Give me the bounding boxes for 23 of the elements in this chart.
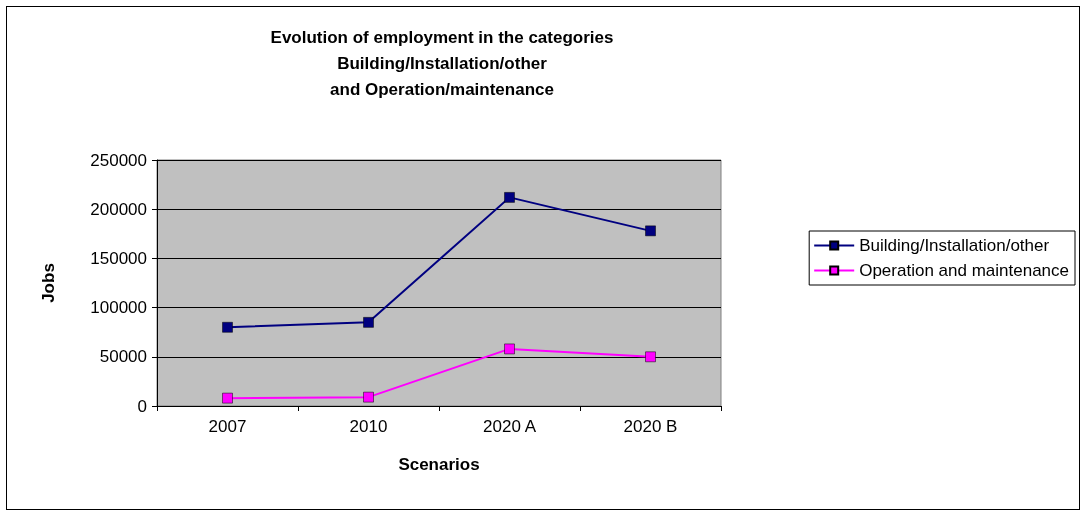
legend-label: Building/Installation/other [859,236,1050,255]
legend-label: Operation and maintenance [859,261,1069,280]
chart-title: Evolution of employment in the categories Building/Installation/other and Operation/maintenance [270,27,614,99]
point [504,343,515,355]
y-tick-label: 250000 [90,150,147,170]
point [222,392,233,404]
x-tick-label: 2010 [349,417,388,436]
point [504,192,515,203]
x-tick-label: 2007 [208,417,247,436]
y-tick-label: 200000 [90,199,147,219]
y-tick-label: 50000 [99,347,147,367]
point [222,322,233,333]
y-tick-label: 100000 [90,298,147,318]
point [645,351,656,363]
y-tick-label: 150000 [90,248,147,268]
x-axis-title: Scenarios [398,455,480,474]
y-tick-label: 0 [137,396,147,416]
x-tick-label: 2020 A [483,417,537,436]
point [363,317,374,328]
point [645,225,656,237]
x-tick-label: 2020 B [623,417,678,436]
y-axis-title: Jobs [39,263,58,303]
point [363,391,374,403]
